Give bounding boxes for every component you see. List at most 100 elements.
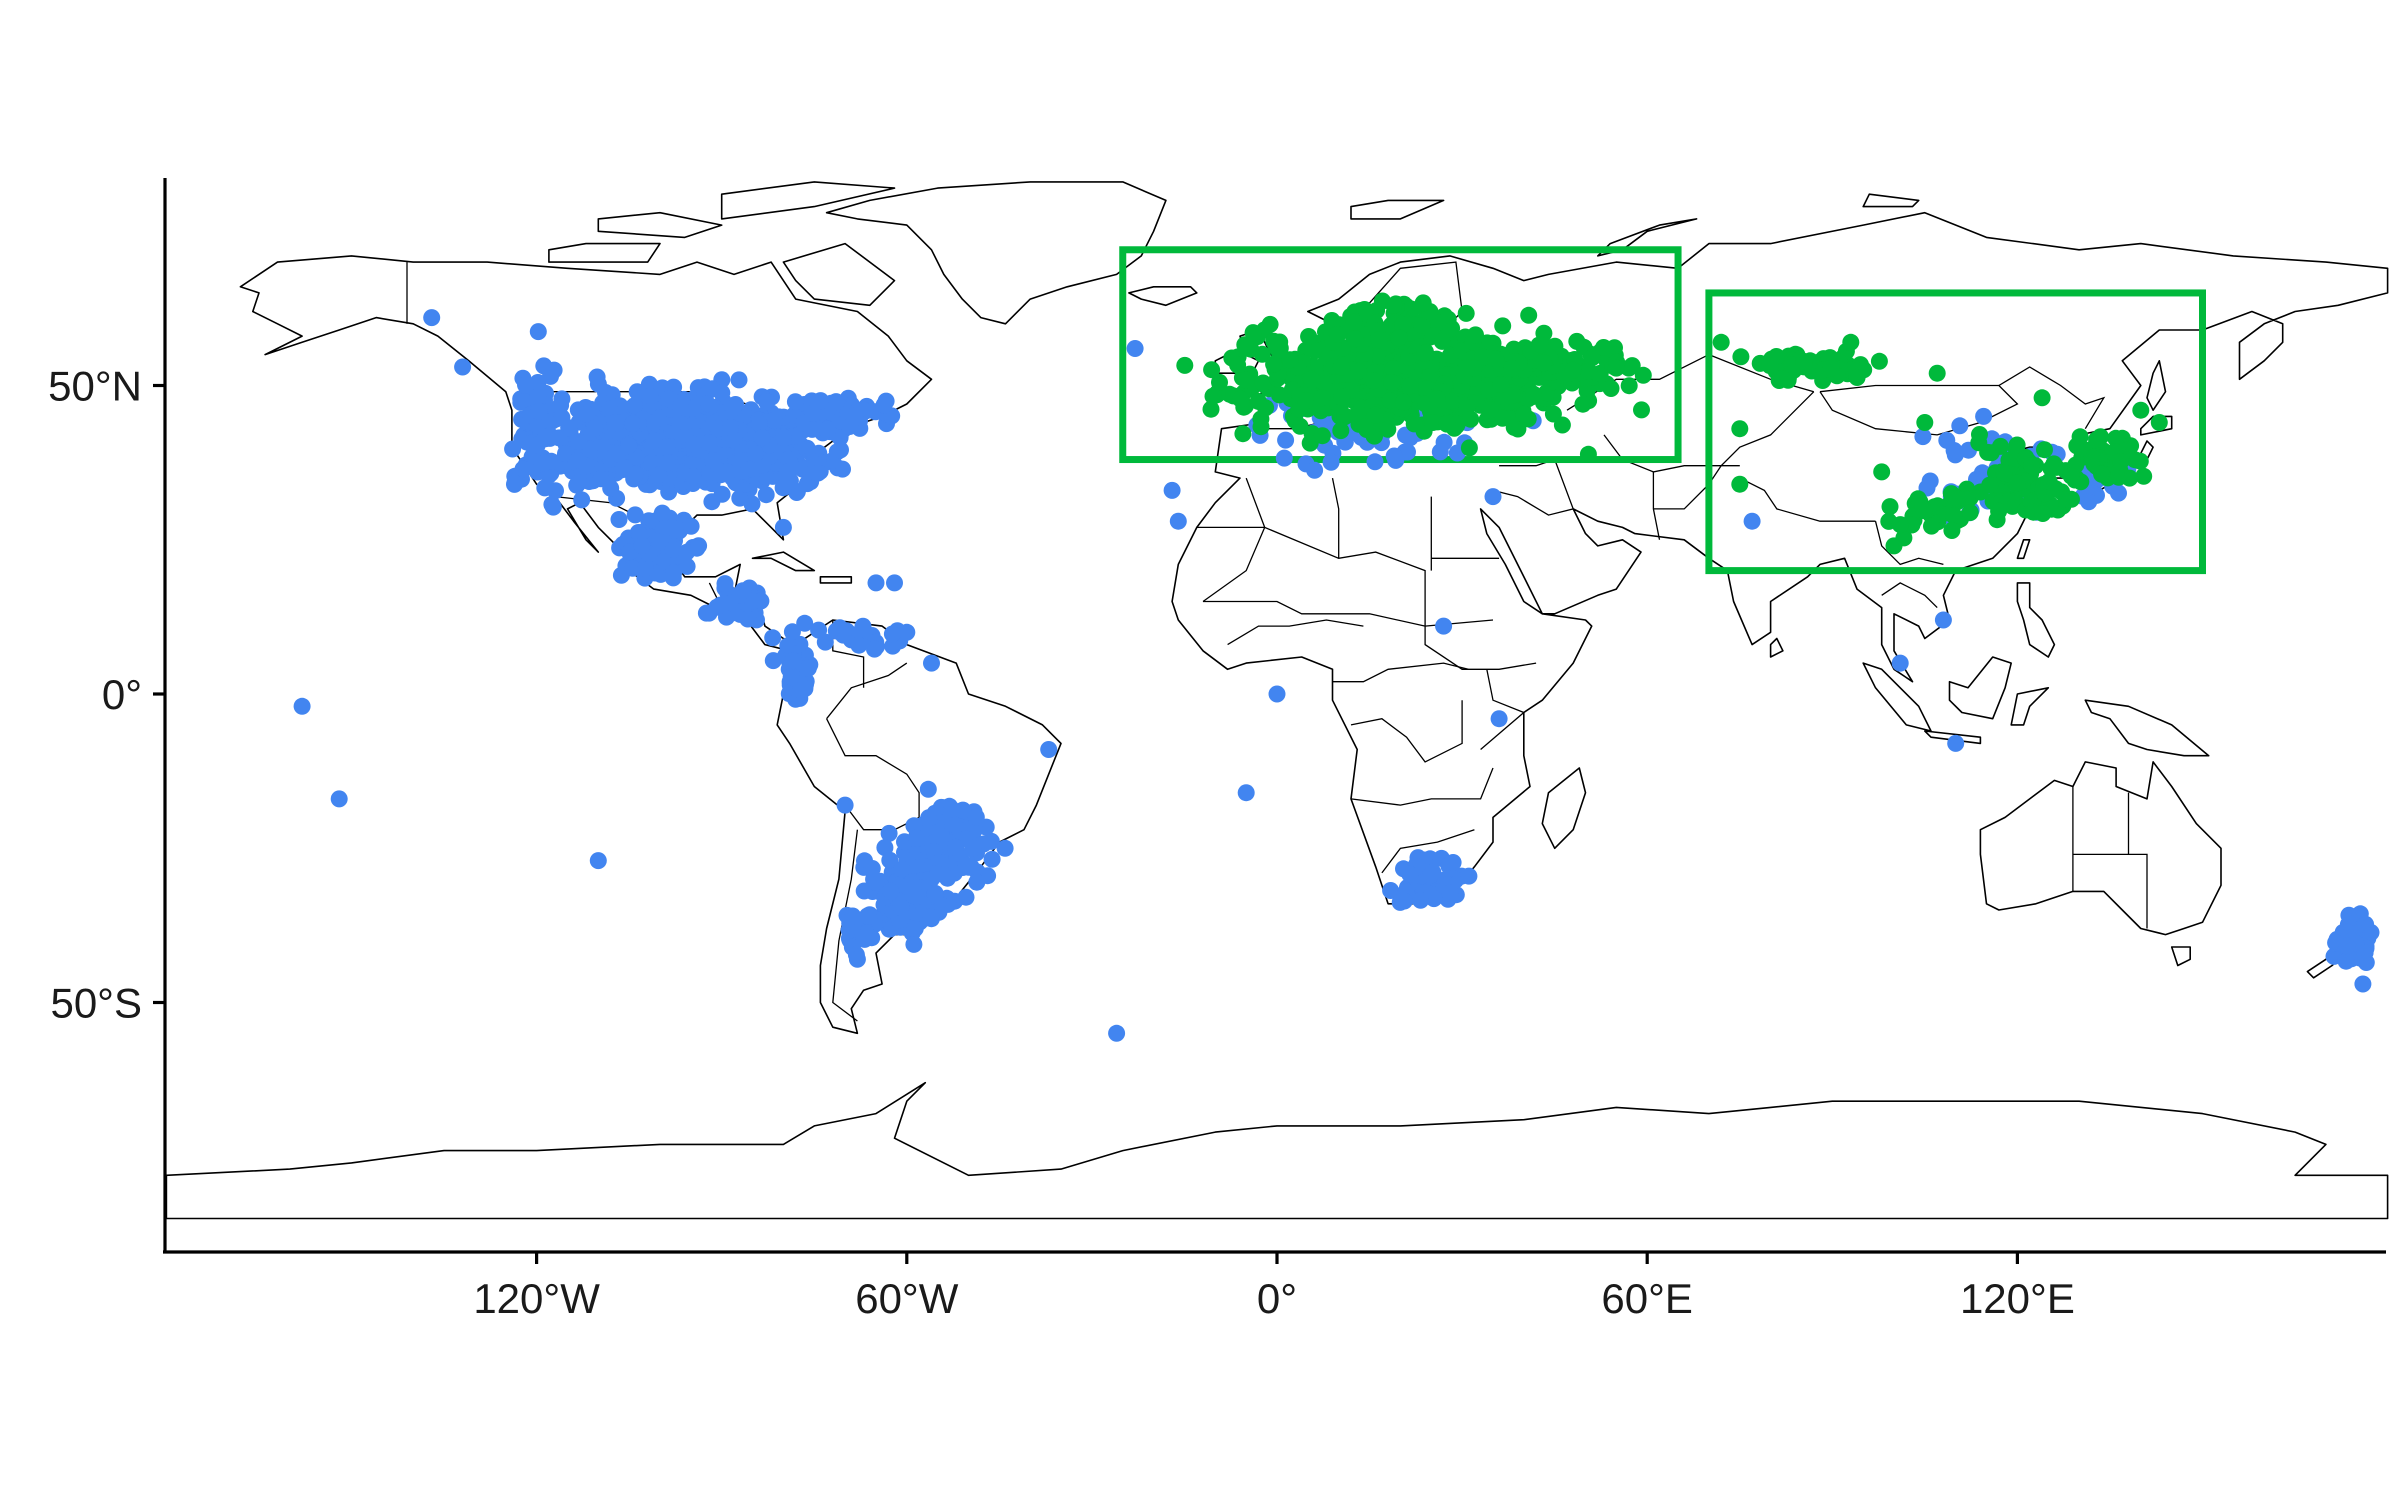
occurrence-point-green — [1842, 333, 1860, 351]
occurrence-point-blue — [841, 418, 859, 435]
occurrence-point-green — [2083, 449, 2101, 467]
occurrence-point-blue — [1425, 890, 1443, 908]
occurrence-point-blue — [893, 860, 911, 878]
occurrence-point-blue — [550, 429, 568, 447]
occurrence-point-green — [1915, 502, 1933, 520]
occurrence-point-blue — [1306, 461, 1324, 479]
sumatra — [1862, 662, 1932, 732]
occurrence-point-blue — [996, 839, 1014, 857]
occurrence-point-green — [2033, 389, 2051, 407]
occurrence-point-blue — [1743, 512, 1761, 530]
occurrence-point-green — [1848, 369, 1866, 386]
axes — [163, 178, 2386, 1254]
occurrence-point-blue — [867, 574, 885, 592]
occurrence-point-green — [1203, 361, 1221, 379]
occurrence-point-blue — [722, 418, 739, 436]
occurrence-point-blue — [601, 400, 619, 418]
occurrence-point-green — [1438, 415, 1456, 433]
occurrence-point-green — [1237, 371, 1255, 389]
occurrence-point-green — [1384, 360, 1402, 378]
occurrence-point-blue — [863, 860, 881, 877]
occurrence-point-green — [1943, 522, 1961, 539]
occurrence-point-blue — [716, 575, 734, 593]
occurrence-point-blue — [653, 504, 671, 522]
occurrence-point-blue — [536, 479, 554, 497]
occurrence-point-blue — [774, 518, 792, 536]
occurrence-point-green — [1462, 410, 1480, 428]
occurrence-point-green — [1350, 362, 1368, 380]
occurrence-point-blue — [967, 808, 985, 826]
occurrence-point-blue — [1424, 863, 1442, 881]
x-tick-label: 120°W — [473, 1275, 600, 1322]
occurrence-point-blue — [734, 582, 752, 600]
occurrence-point-green — [2150, 414, 2168, 431]
border-east-africa — [1480, 669, 1526, 750]
x-tick-label: 60°W — [855, 1275, 959, 1322]
occurrence-point-blue — [665, 564, 683, 582]
occurrence-point-blue — [697, 604, 715, 622]
occurrence-point-green — [1995, 464, 2013, 482]
occurrence-point-blue — [898, 623, 916, 641]
occurrence-point-blue — [665, 541, 682, 559]
occurrence-point-blue — [1460, 867, 1478, 885]
occurrence-point-green — [1394, 316, 1412, 334]
occurrence-point-green — [1795, 352, 1813, 370]
occurrence-point-green — [2008, 474, 2026, 492]
occurrence-point-green — [1494, 317, 1512, 335]
occurrence-point-blue — [1484, 488, 1502, 506]
border-chile-argentina — [832, 829, 859, 1022]
occurrence-point-green — [1873, 463, 1891, 481]
occurrence-point-blue — [654, 520, 672, 538]
occurrence-point-green — [1481, 401, 1499, 419]
occurrence-point-blue — [588, 368, 606, 386]
occurrence-point-blue — [929, 865, 947, 883]
occurrence-point-green — [1981, 476, 1999, 494]
occurrence-point-blue — [626, 506, 644, 524]
occurrence-point-blue — [703, 493, 721, 511]
occurrence-point-green — [1515, 405, 1533, 423]
occurrence-point-blue — [2080, 493, 2098, 511]
occurrence-point-green — [1633, 401, 1650, 419]
occurrence-point-green — [1634, 366, 1652, 384]
occurrence-point-green — [1494, 409, 1511, 427]
occurrence-point-blue — [1951, 417, 1969, 435]
occurrence-point-blue — [827, 393, 845, 411]
occurrence-point-green — [1303, 372, 1321, 390]
occurrence-point-blue — [882, 882, 900, 900]
occurrence-point-green — [1236, 336, 1254, 354]
occurrence-point-green — [1982, 444, 2000, 462]
occurrence-point-green — [1961, 504, 1979, 521]
occurrence-point-green — [2036, 441, 2053, 459]
philippines — [2016, 582, 2056, 658]
occurrence-point-blue — [812, 392, 830, 410]
occurrence-point-blue — [1322, 453, 1340, 471]
occurrence-point-blue — [330, 790, 348, 808]
occurrence-point-blue — [608, 445, 626, 463]
ellesmere-island — [720, 181, 896, 220]
occurrence-point-green — [1535, 354, 1553, 372]
occurrence-point-blue — [743, 460, 761, 478]
occurrence-point-blue — [573, 491, 591, 509]
occurrence-point-blue — [672, 397, 690, 415]
occurrence-point-green — [1176, 356, 1194, 374]
occurrence-point-green — [1620, 377, 1638, 395]
occurrence-point-blue — [803, 420, 821, 438]
occurrence-point-blue — [2337, 952, 2355, 970]
occurrence-point-green — [1281, 351, 1299, 369]
occurrence-point-green — [1313, 427, 1331, 445]
occurrence-point-blue — [836, 796, 854, 814]
occurrence-point-blue — [780, 450, 798, 468]
occurrence-point-blue — [1237, 784, 1255, 802]
occurrence-point-green — [1249, 392, 1267, 410]
occurrence-point-blue — [730, 371, 748, 389]
occurrence-point-blue — [650, 466, 668, 484]
occurrence-point-green — [1329, 326, 1347, 343]
occurrence-point-blue — [636, 559, 654, 577]
occurrence-point-blue — [796, 614, 814, 632]
occurrence-point-green — [2121, 469, 2139, 487]
cuba — [751, 551, 816, 572]
border-india-china — [1739, 477, 1876, 522]
occurrence-point-blue — [855, 882, 873, 900]
occurrence-point-green — [1414, 294, 1432, 312]
occurrence-point-green — [1433, 332, 1451, 350]
